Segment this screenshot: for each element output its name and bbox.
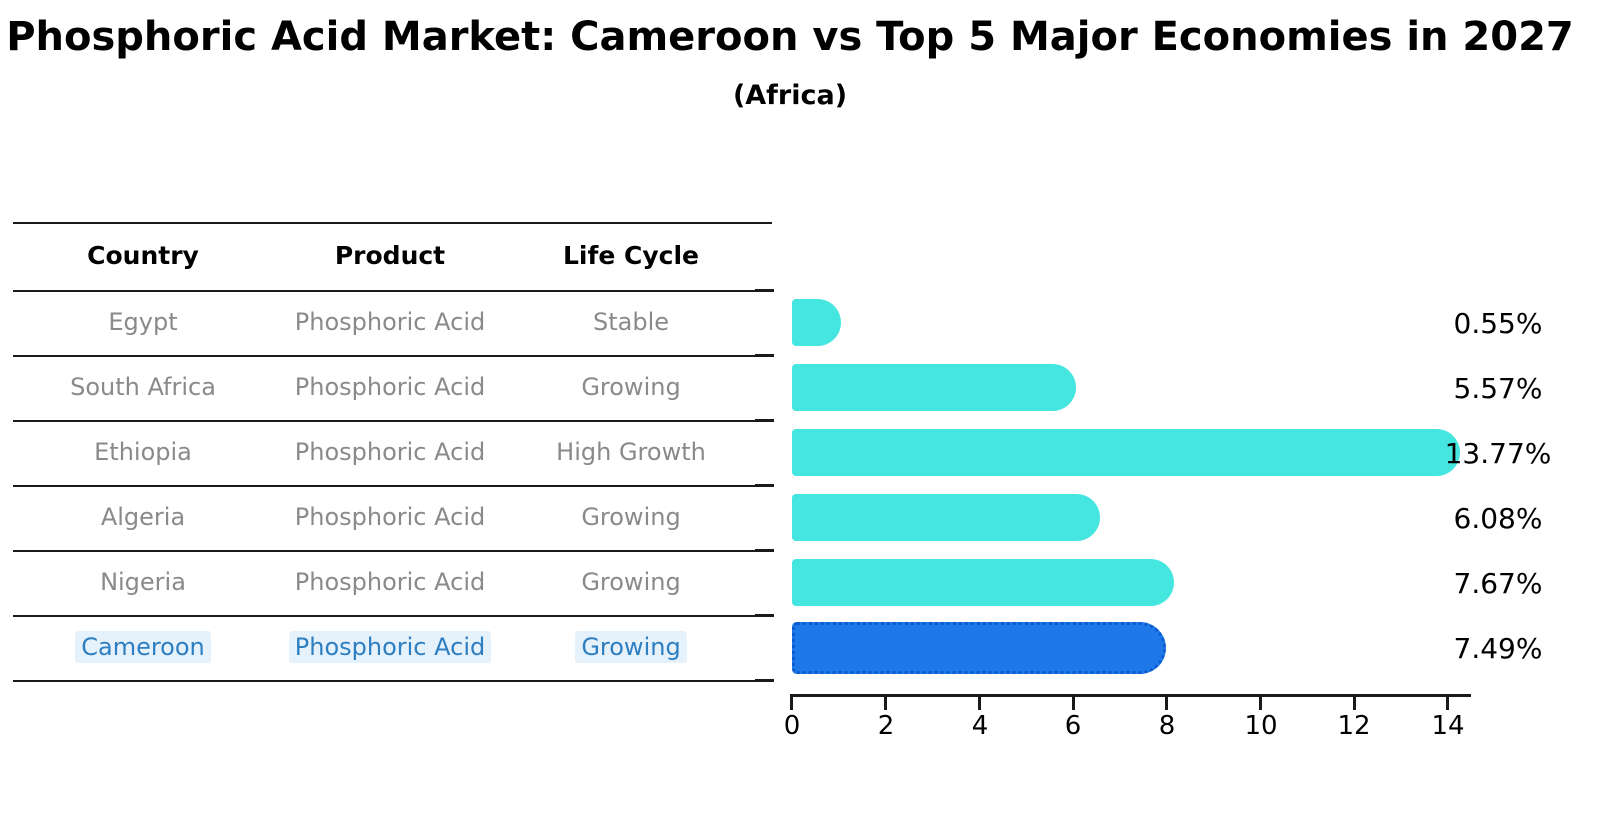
table-line bbox=[13, 290, 772, 292]
x-axis-tick bbox=[1446, 697, 1449, 710]
y-axis-tick bbox=[755, 419, 774, 422]
life-cycle-cell: Growing bbox=[581, 568, 681, 596]
bar-ethiopia bbox=[792, 429, 1460, 476]
life-cycle-cell: High Growth bbox=[556, 438, 706, 466]
bar-nigeria bbox=[792, 559, 1174, 606]
column-header-product: Product bbox=[334, 241, 446, 270]
country-cell: Ethiopia bbox=[94, 438, 192, 466]
product-cell: Phosphoric Acid bbox=[294, 503, 486, 531]
value-label: 13.77% bbox=[1444, 437, 1552, 470]
table-line bbox=[13, 615, 772, 617]
value-label: 5.57% bbox=[1453, 372, 1543, 405]
x-tick-label: 4 bbox=[971, 711, 989, 741]
bar-egypt bbox=[792, 299, 841, 346]
x-tick-label: 0 bbox=[783, 711, 801, 741]
life-cycle-cell: Growing bbox=[581, 373, 681, 401]
column-header-life-cycle: Life Cycle bbox=[562, 241, 700, 270]
table-line bbox=[13, 485, 772, 487]
bar-south-africa bbox=[792, 364, 1076, 411]
x-axis-tick bbox=[1072, 697, 1075, 710]
x-tick-label: 8 bbox=[1158, 711, 1176, 741]
y-axis-tick bbox=[755, 289, 774, 292]
table-line bbox=[13, 355, 772, 357]
country-cell: Egypt bbox=[108, 308, 178, 336]
bar-algeria bbox=[792, 494, 1100, 541]
product-cell: Phosphoric Acid bbox=[294, 568, 486, 596]
y-axis-tick bbox=[755, 484, 774, 487]
value-label: 0.55% bbox=[1453, 307, 1543, 340]
x-axis-tick bbox=[790, 697, 793, 710]
x-tick-label: 10 bbox=[1244, 711, 1278, 741]
x-axis-tick bbox=[1165, 697, 1168, 710]
x-tick-label: 12 bbox=[1337, 711, 1371, 741]
life-cycle-cell: Stable bbox=[592, 308, 670, 336]
x-axis-line bbox=[790, 694, 1471, 697]
x-axis-tick bbox=[978, 697, 981, 710]
product-cell: Phosphoric Acid bbox=[294, 308, 486, 336]
chart-title: Phosphoric Acid Market: Cameroon vs Top … bbox=[6, 14, 1574, 60]
table-line bbox=[13, 420, 772, 422]
country-cell: Cameroon bbox=[13, 615, 273, 680]
x-tick-label: 14 bbox=[1431, 711, 1465, 741]
country-cell: Nigeria bbox=[100, 568, 186, 596]
chart-subtitle: (Africa) bbox=[732, 80, 848, 111]
y-axis-tick bbox=[755, 354, 774, 357]
country-cell: Algeria bbox=[100, 503, 186, 531]
bar-cameroon-highlighted bbox=[792, 622, 1166, 674]
x-axis-tick bbox=[884, 697, 887, 710]
product-cell: Phosphoric Acid bbox=[280, 615, 500, 680]
product-cell: Phosphoric Acid bbox=[294, 373, 486, 401]
product-cell: Phosphoric Acid bbox=[294, 438, 486, 466]
x-axis-tick bbox=[1353, 697, 1356, 710]
life-cycle-cell: Growing bbox=[520, 615, 742, 680]
life-cycle-cell: Growing bbox=[581, 503, 681, 531]
y-axis-tick bbox=[755, 549, 774, 552]
y-axis-tick bbox=[755, 679, 774, 682]
x-tick-label: 6 bbox=[1064, 711, 1082, 741]
table-line bbox=[13, 680, 772, 682]
table-line bbox=[13, 222, 772, 224]
value-label: 7.49% bbox=[1453, 632, 1543, 665]
value-label: 7.67% bbox=[1453, 567, 1543, 600]
value-label: 6.08% bbox=[1453, 502, 1543, 535]
column-header-country: Country bbox=[87, 241, 199, 270]
y-axis-tick bbox=[755, 614, 774, 617]
x-tick-label: 2 bbox=[877, 711, 895, 741]
x-axis-tick bbox=[1259, 697, 1262, 710]
country-cell: South Africa bbox=[70, 373, 216, 401]
table-line bbox=[13, 550, 772, 552]
